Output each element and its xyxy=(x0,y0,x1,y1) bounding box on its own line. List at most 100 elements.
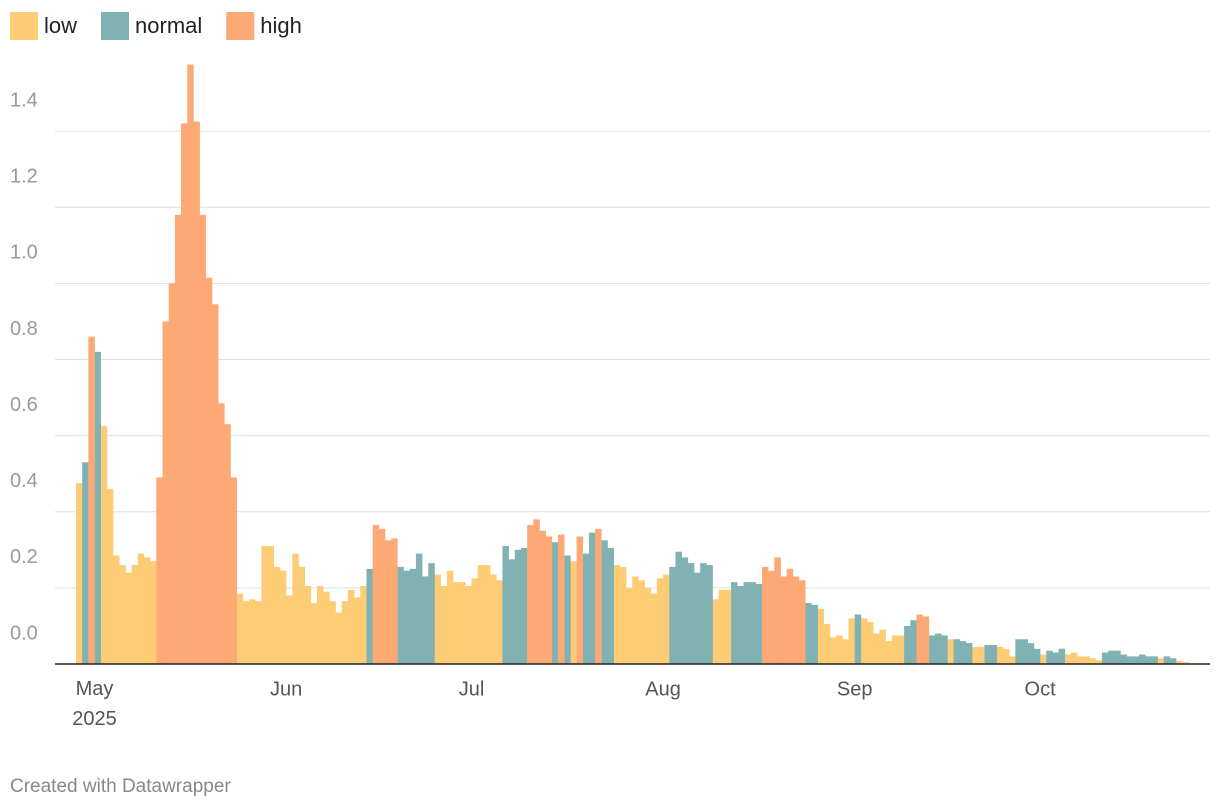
bar xyxy=(131,565,139,664)
bar xyxy=(1120,654,1127,664)
bar xyxy=(1108,650,1115,664)
x-tick-label: Jul xyxy=(459,678,485,700)
bar xyxy=(972,646,979,664)
bar xyxy=(1163,656,1171,664)
bar xyxy=(860,618,868,664)
bar xyxy=(891,635,899,664)
bar xyxy=(792,576,800,664)
bar xyxy=(100,426,108,664)
bar xyxy=(502,546,509,664)
bar xyxy=(76,483,83,664)
bar xyxy=(1157,658,1164,664)
bar xyxy=(959,641,967,664)
bar xyxy=(310,603,318,664)
bar xyxy=(267,546,275,664)
bar xyxy=(644,587,652,664)
bar xyxy=(718,589,726,664)
bar xyxy=(397,566,404,664)
bar xyxy=(187,64,194,664)
bar xyxy=(372,525,380,664)
x-tick-label: Oct xyxy=(1025,678,1057,700)
bar xyxy=(199,214,207,665)
bar xyxy=(1052,652,1059,664)
bar xyxy=(656,578,664,664)
bar xyxy=(1003,648,1010,664)
bar xyxy=(990,644,998,664)
bar xyxy=(965,643,973,664)
legend-label: low xyxy=(44,13,77,38)
bar xyxy=(440,585,448,664)
bar xyxy=(279,570,287,664)
bar xyxy=(335,612,343,664)
bar xyxy=(490,574,497,664)
bar xyxy=(1132,656,1140,664)
bar xyxy=(953,639,961,664)
bar xyxy=(922,616,930,664)
bar xyxy=(588,532,596,664)
bar xyxy=(582,553,590,664)
bar xyxy=(576,536,584,664)
bar xyxy=(242,601,250,664)
bar xyxy=(1046,650,1053,664)
bar xyxy=(477,565,485,664)
bar xyxy=(422,576,429,664)
bar xyxy=(607,547,614,664)
bar xyxy=(193,121,200,664)
bar xyxy=(539,530,546,664)
bar xyxy=(125,572,132,664)
bar xyxy=(1101,652,1109,664)
bar xyxy=(317,585,324,664)
bar xyxy=(978,646,985,664)
bar xyxy=(1182,662,1189,664)
bar xyxy=(564,555,571,664)
legend-label: high xyxy=(260,13,302,38)
bar xyxy=(1015,639,1022,664)
bar xyxy=(823,624,831,664)
bar xyxy=(255,601,262,664)
legend-swatch xyxy=(10,12,38,40)
bar xyxy=(947,639,954,664)
bar xyxy=(551,542,559,664)
x-tick-label: Aug xyxy=(645,678,681,700)
legend-swatch xyxy=(226,12,255,40)
bar xyxy=(378,528,386,664)
bar xyxy=(520,547,528,664)
bar xyxy=(230,477,237,664)
bar xyxy=(848,618,855,664)
bar xyxy=(1021,639,1029,664)
bar xyxy=(211,304,219,664)
bar xyxy=(706,565,713,664)
bar xyxy=(842,639,849,664)
bar xyxy=(94,351,102,664)
bar xyxy=(1033,648,1041,664)
bar xyxy=(385,540,392,664)
bar xyxy=(181,123,188,664)
bar xyxy=(354,597,361,664)
bar xyxy=(626,587,633,664)
bar xyxy=(897,635,905,664)
bar xyxy=(761,566,769,664)
bar xyxy=(273,566,281,664)
bar xyxy=(996,646,1004,664)
bar xyxy=(434,574,441,664)
bar xyxy=(873,633,880,664)
bar xyxy=(261,546,268,664)
bar xyxy=(817,608,825,664)
y-tick-label: 1.2 xyxy=(10,166,38,188)
bar xyxy=(409,568,417,664)
bar xyxy=(1027,643,1035,664)
bar xyxy=(162,321,169,664)
bar xyxy=(1151,656,1158,664)
bar xyxy=(638,580,645,664)
bar xyxy=(1138,654,1146,664)
bar xyxy=(292,553,299,664)
bar xyxy=(743,582,750,664)
bar xyxy=(570,561,577,664)
bar xyxy=(298,566,305,664)
bar xyxy=(168,283,176,664)
bar xyxy=(496,580,503,664)
bar xyxy=(1058,648,1066,664)
bar xyxy=(533,519,540,664)
bar xyxy=(700,563,707,664)
